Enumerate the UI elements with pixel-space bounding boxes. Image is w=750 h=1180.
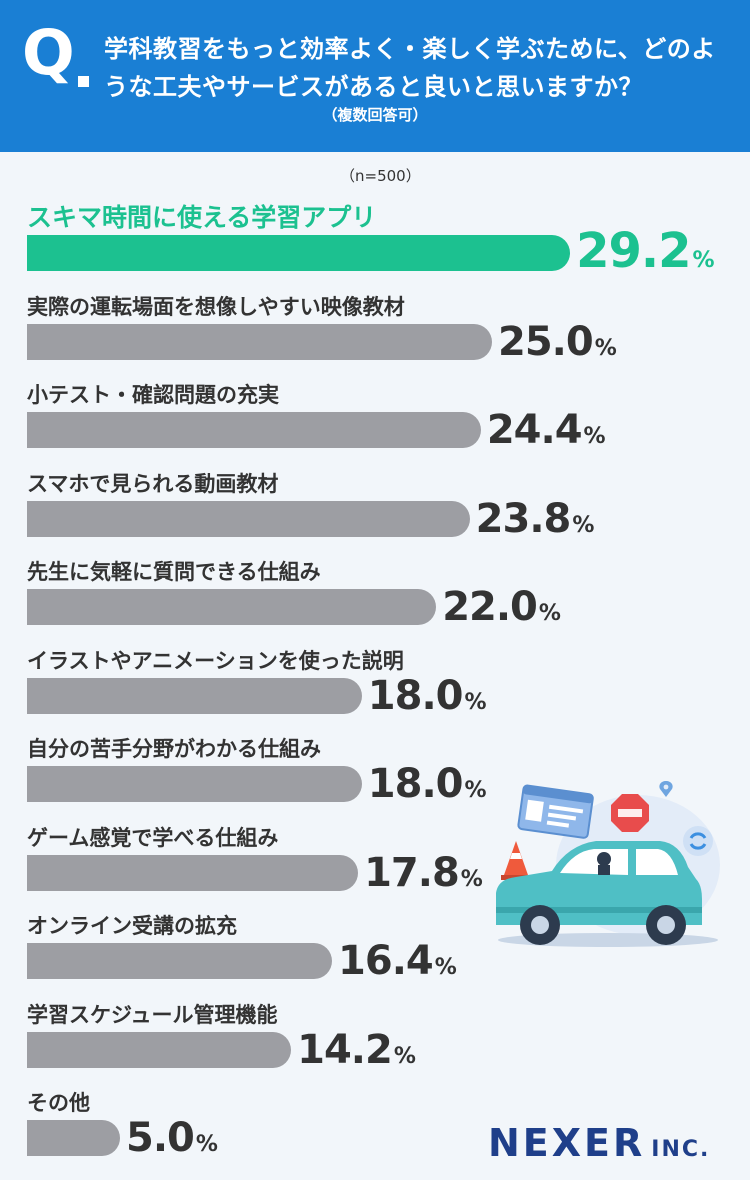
value-label: 5.0% bbox=[126, 1118, 218, 1158]
value-number: 25.0 bbox=[498, 318, 594, 365]
traffic-cone-icon bbox=[501, 841, 531, 880]
value-label: 17.8% bbox=[364, 853, 483, 893]
bar bbox=[27, 412, 481, 448]
value-number: 24.4 bbox=[486, 407, 583, 453]
category-label: 先生に気軽に質問できる仕組み bbox=[27, 560, 321, 584]
car-icon bbox=[496, 841, 702, 945]
value-label: 18.0% bbox=[368, 764, 487, 804]
bar bbox=[27, 323, 492, 360]
value-label: 24.4% bbox=[487, 410, 606, 450]
category-label: その他 bbox=[27, 1091, 90, 1115]
percent-sign: % bbox=[572, 512, 595, 538]
value-number: 23.8 bbox=[475, 495, 572, 542]
bar bbox=[27, 677, 362, 714]
percent-sign: % bbox=[692, 248, 715, 273]
value-number: 16.4 bbox=[338, 938, 434, 984]
bar bbox=[27, 1120, 120, 1156]
value-label: 14.2% bbox=[297, 1030, 416, 1070]
sample-size: （n=500） bbox=[340, 167, 421, 185]
value-label: 22.0% bbox=[442, 587, 561, 627]
bar bbox=[27, 500, 470, 537]
question-note: （複数回答可） bbox=[322, 106, 428, 124]
category-label: 学習スケジュール管理機能 bbox=[27, 1002, 278, 1027]
category-label: スマホで見られる動画教材 bbox=[27, 471, 279, 496]
category-label: 小テスト・確認問題の充実 bbox=[27, 383, 279, 407]
bar bbox=[27, 766, 362, 802]
value-number: 17.8 bbox=[364, 849, 460, 896]
value-label: 29.2% bbox=[576, 227, 714, 275]
percent-sign: % bbox=[594, 335, 617, 361]
bar bbox=[27, 589, 437, 625]
bar bbox=[27, 854, 359, 891]
percent-sign: % bbox=[434, 955, 457, 980]
value-label: 25.0% bbox=[498, 322, 617, 362]
category-label: ゲーム感覚で学べる仕組み bbox=[27, 825, 279, 850]
value-label: 23.8% bbox=[476, 499, 595, 539]
percent-sign: % bbox=[460, 866, 483, 892]
percent-sign: % bbox=[464, 689, 487, 715]
brand-name: NEXER bbox=[488, 1121, 646, 1165]
brand-suffix: INC. bbox=[651, 1137, 711, 1162]
percent-sign: % bbox=[538, 601, 561, 626]
category-label: オンライン受講の拡充 bbox=[27, 914, 237, 938]
value-number: 18.0 bbox=[367, 672, 464, 719]
question-text: 学科教習をもっと効率よく・楽しく学ぶために、どのような工夫やサービスがあると良い… bbox=[104, 35, 716, 101]
refresh-icon bbox=[683, 826, 713, 856]
bar bbox=[27, 943, 333, 979]
percent-sign: % bbox=[393, 1043, 416, 1069]
bar bbox=[27, 235, 571, 271]
stop-sign-icon bbox=[611, 794, 649, 832]
brand-logo: NEXER INC. bbox=[488, 1124, 710, 1162]
header-banner: Q 学科教習をもっと効率よく・楽しく学ぶために、どのような工夫やサービスがあると… bbox=[0, 0, 750, 152]
percent-sign: % bbox=[195, 1132, 218, 1157]
value-number: 14.2 bbox=[297, 1026, 393, 1073]
car-illustration bbox=[496, 781, 720, 947]
category-label: 実際の運転場面を想像しやすい映像教材 bbox=[27, 294, 405, 319]
category-label: スキマ時間に使える学習アプリ bbox=[27, 203, 377, 232]
category-label: イラストやアニメーションを使った説明 bbox=[27, 648, 404, 673]
percent-sign: % bbox=[464, 778, 487, 803]
value-number: 18.0 bbox=[367, 761, 464, 807]
q-dot bbox=[78, 76, 89, 87]
category-label: 自分の苦手分野がわかる仕組み bbox=[27, 737, 321, 761]
value-number: 29.2 bbox=[576, 223, 691, 279]
value-label: 16.4% bbox=[338, 941, 457, 981]
value-number: 5.0 bbox=[126, 1115, 195, 1161]
value-number: 22.0 bbox=[442, 584, 538, 630]
percent-sign: % bbox=[583, 424, 606, 449]
bar bbox=[27, 1031, 292, 1068]
value-label: 18.0% bbox=[368, 676, 487, 716]
q-mark: Q bbox=[22, 16, 75, 89]
location-pin-icon bbox=[659, 781, 673, 797]
driver-license-icon bbox=[517, 784, 594, 839]
